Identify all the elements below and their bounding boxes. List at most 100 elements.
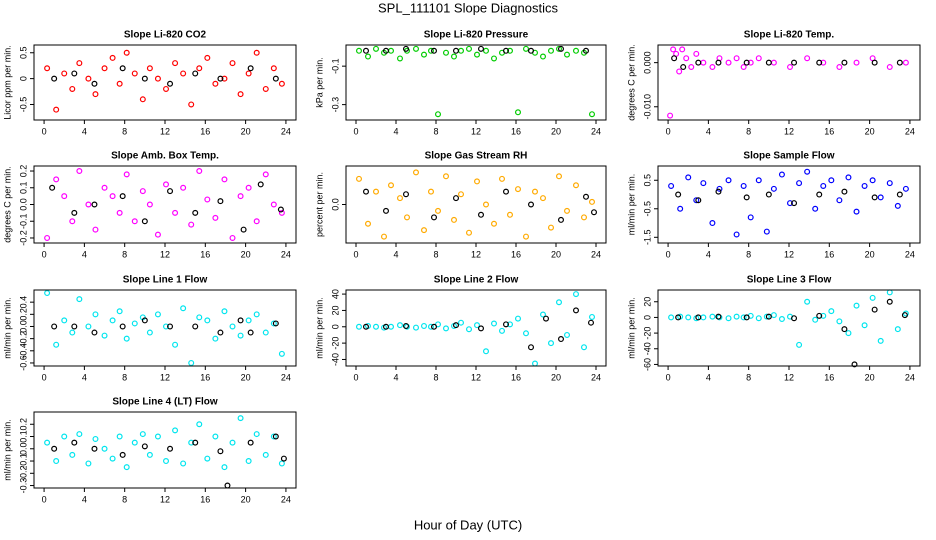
y-tick-label: 0.0 <box>18 198 28 211</box>
point <box>237 415 244 422</box>
point <box>71 209 78 216</box>
point <box>828 308 835 315</box>
point <box>804 55 811 62</box>
point <box>403 322 410 329</box>
point <box>861 322 868 329</box>
point <box>679 46 686 53</box>
point <box>514 315 521 322</box>
x-tick-label: 20 <box>241 126 251 136</box>
point <box>163 458 170 465</box>
point <box>92 91 99 98</box>
point <box>547 47 554 54</box>
plot-frame <box>657 165 921 244</box>
point <box>695 197 702 204</box>
point <box>116 80 123 87</box>
point <box>163 85 170 92</box>
x-tick-label: 12 <box>471 249 481 259</box>
point <box>91 201 98 208</box>
x-tick-label: 8 <box>122 126 127 136</box>
point <box>841 326 848 333</box>
point <box>670 46 677 53</box>
point <box>221 176 228 183</box>
point <box>886 298 893 305</box>
y-axis-label: Licor ppm per min. <box>2 45 12 120</box>
x-tick-label: 8 <box>746 249 751 259</box>
panel-title: Slope Line 4 (LT) Flow <box>112 397 218 408</box>
point <box>896 59 903 66</box>
point <box>563 331 570 338</box>
x-tick-label: 0 <box>353 372 358 382</box>
point <box>588 313 595 320</box>
point <box>49 184 56 191</box>
point <box>503 321 510 328</box>
x-tick-label: 12 <box>160 494 170 504</box>
point <box>53 458 60 465</box>
point <box>272 320 279 327</box>
point <box>725 315 732 322</box>
point <box>413 324 420 331</box>
point <box>693 50 700 57</box>
point <box>474 51 481 58</box>
point <box>212 433 219 440</box>
x-tick-label: 20 <box>241 494 251 504</box>
point <box>363 323 370 330</box>
x-tick-label: 20 <box>865 372 875 382</box>
point <box>397 195 404 202</box>
x-tick-label: 8 <box>433 249 438 259</box>
point <box>154 75 161 82</box>
y-tick-label: 40 <box>330 289 340 299</box>
y-tick-label: -1.5 <box>642 230 652 246</box>
point <box>421 322 428 329</box>
point <box>204 455 211 462</box>
point <box>527 47 534 54</box>
x-tick-label: 16 <box>824 372 834 382</box>
point <box>435 111 442 118</box>
y-axis-label: degrees C per min. <box>2 166 12 243</box>
point <box>123 335 130 342</box>
x-tick-label: 20 <box>551 249 561 259</box>
point <box>539 311 546 318</box>
x-tick-label: 16 <box>824 126 834 136</box>
point <box>141 218 148 225</box>
x-tick-label: 20 <box>241 249 251 259</box>
point <box>435 207 442 214</box>
point <box>871 306 878 313</box>
x-tick-label: 4 <box>706 249 711 259</box>
point <box>397 55 404 62</box>
point <box>172 341 179 348</box>
point <box>101 184 108 191</box>
point <box>92 311 99 318</box>
point <box>247 439 254 446</box>
point <box>755 55 762 62</box>
point <box>853 208 860 215</box>
point <box>76 431 83 438</box>
point <box>765 191 772 198</box>
point <box>131 70 138 77</box>
point <box>109 455 116 462</box>
point <box>715 188 722 195</box>
point <box>590 209 597 216</box>
y-tick-label: -0.2 <box>18 230 28 246</box>
panel-title: Slope Amb. Box Temp. <box>111 151 219 162</box>
point <box>451 216 458 223</box>
point <box>740 314 747 321</box>
point <box>557 216 564 223</box>
point <box>141 443 148 450</box>
point <box>816 59 823 66</box>
point <box>572 307 579 314</box>
point <box>675 314 682 321</box>
x-tick-label: 0 <box>666 372 671 382</box>
point <box>700 180 707 187</box>
point <box>71 439 78 446</box>
y-axis-label: kPa per min. <box>314 57 324 108</box>
point <box>196 421 203 428</box>
point <box>91 80 98 87</box>
plot-frame <box>33 44 297 121</box>
point <box>85 460 92 467</box>
point <box>572 291 579 298</box>
point <box>53 106 60 113</box>
point <box>163 323 170 330</box>
point <box>820 182 827 189</box>
x-tick-label: 24 <box>591 372 601 382</box>
point <box>896 191 903 198</box>
